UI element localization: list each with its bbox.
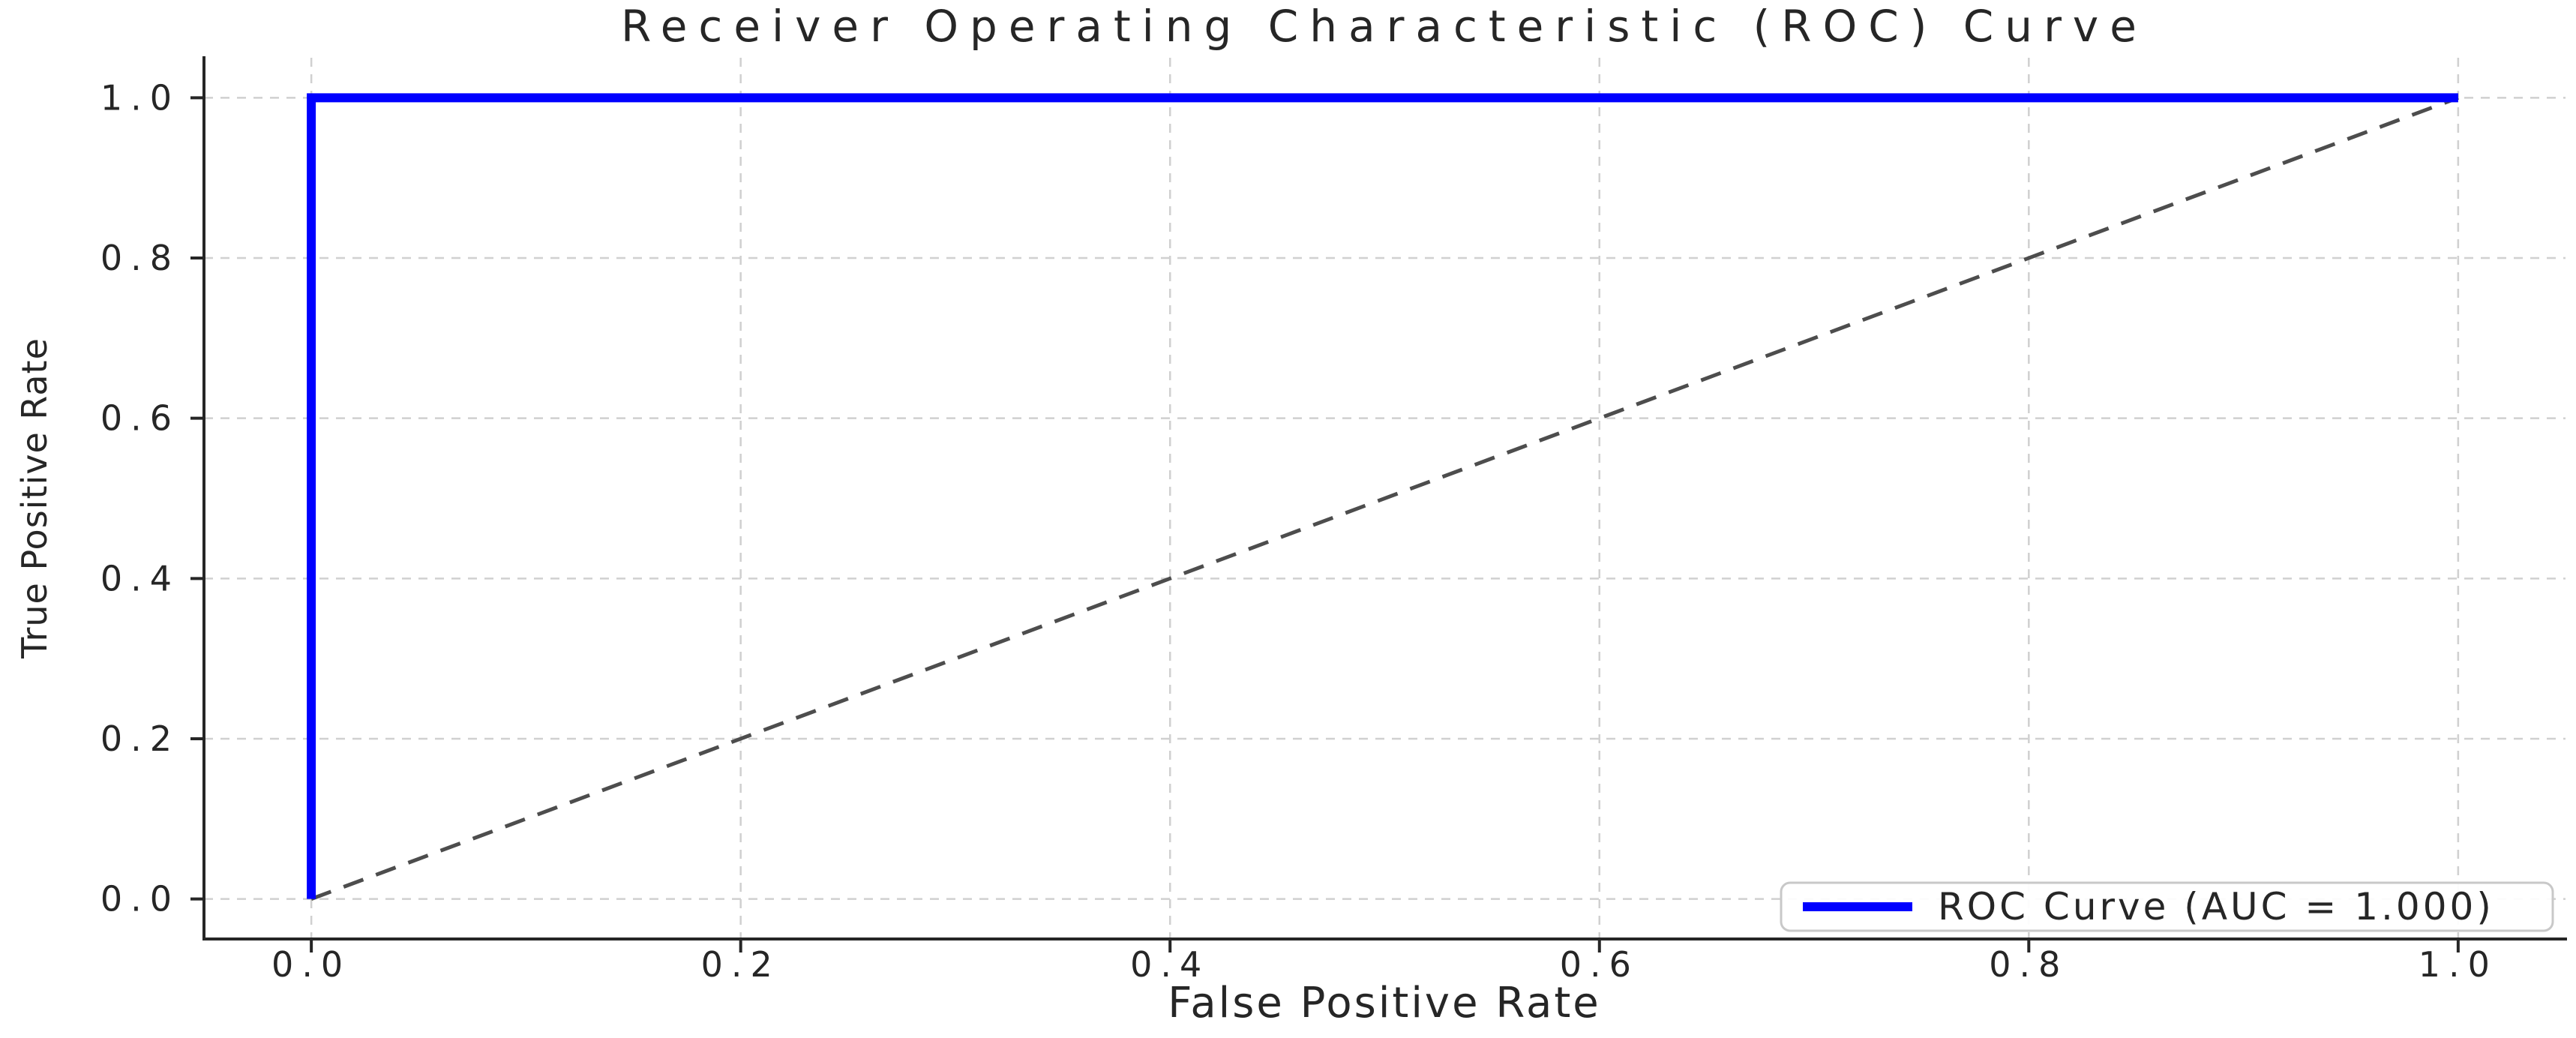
y-tick-label-0.4: 0.4 (100, 558, 180, 598)
roc-curve-line (307, 93, 2458, 899)
tick-marks-and-labels: 0.0 0.2 0.4 0.6 0.8 1.0 0.0 0.2 0.4 0.6 0.8 1.0 (100, 77, 2498, 985)
x-tick-label-0.4: 0.4 (1130, 944, 1210, 985)
y-tick-label-0.6: 0.6 (100, 398, 180, 439)
y-axis-label: True Positive Rate (14, 338, 55, 659)
x-tick-label-1.0: 1.0 (2419, 944, 2498, 985)
y-tick-label-0.2: 0.2 (100, 718, 180, 759)
y-tick-label-0.0: 0.0 (100, 879, 180, 920)
legend-label: ROC Curve (AUC = 1.000) (1938, 885, 2494, 928)
y-tick-label-0.8: 0.8 (100, 238, 180, 278)
axes-spines (202, 56, 2567, 940)
x-axis-label: False Positive Rate (1168, 979, 1600, 1028)
x-tick-label-0.6: 0.6 (1560, 944, 1639, 985)
x-tick-label-0.2: 0.2 (701, 944, 781, 985)
chart-title: Receiver Operating Characteristic (ROC) … (621, 1, 2148, 52)
legend-box (1780, 881, 2554, 932)
x-tick-label-0.0: 0.0 (271, 944, 351, 985)
y-tick-label-1.0: 1.0 (100, 77, 180, 118)
x-tick-label-0.8: 0.8 (1989, 944, 2068, 985)
legend: ROC Curve (AUC = 1.000) (1780, 881, 2554, 932)
chance-diagonal-line (310, 96, 2459, 901)
plot-series (307, 93, 2459, 901)
